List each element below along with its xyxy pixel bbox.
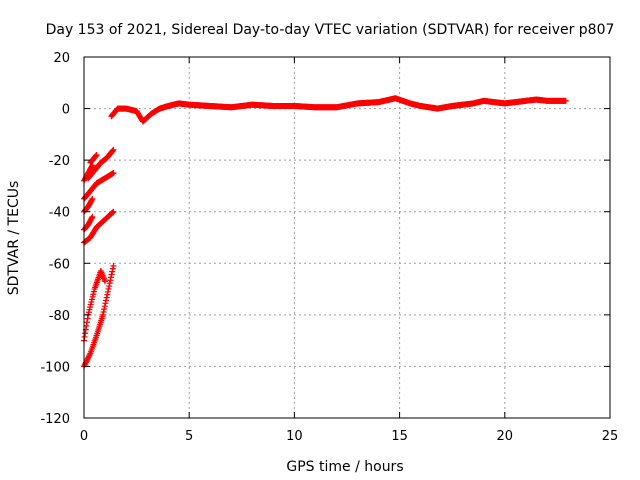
data-point — [104, 288, 111, 295]
y-tick-label: -120 — [40, 412, 70, 427]
grid — [84, 57, 610, 418]
ticks: 0 5 10 15 20 25 -120 -100 -80 -60 -40 -20 0 20 — [40, 51, 618, 444]
data-point — [110, 262, 117, 269]
y-tick-label: -100 — [40, 360, 70, 375]
y-tick-label: 0 — [62, 103, 70, 118]
data-point — [89, 213, 96, 220]
series-arc-3 — [81, 208, 117, 246]
x-tick-label: 10 — [286, 429, 303, 444]
data-point — [103, 297, 110, 304]
data-point — [86, 351, 93, 358]
data-point — [109, 268, 116, 275]
plot-frame — [83, 56, 611, 419]
data-point — [562, 97, 569, 104]
data-point — [108, 271, 115, 278]
x-tick-label: 0 — [80, 429, 88, 444]
y-tick-label: 20 — [53, 51, 70, 66]
data-point — [82, 330, 89, 337]
data-point — [89, 195, 96, 202]
y-axis-label: SDTVAR / TECUs — [6, 181, 22, 296]
data-layer — [81, 95, 569, 370]
data-point — [99, 311, 106, 318]
x-tick-label: 25 — [602, 429, 619, 444]
data-point — [105, 285, 112, 292]
data-point — [92, 152, 99, 159]
data-point — [102, 300, 109, 307]
data-point — [101, 306, 108, 313]
data-point — [104, 291, 111, 298]
x-axis-label: GPS time / hours — [286, 459, 403, 475]
y-tick-label: -40 — [49, 206, 70, 221]
data-point — [101, 303, 108, 310]
data-point — [110, 208, 117, 215]
series-arc-9 — [87, 151, 100, 166]
data-point — [88, 196, 95, 203]
data-point — [100, 308, 107, 315]
data-point — [109, 147, 116, 154]
data-point — [107, 277, 114, 284]
series-arc-4 — [81, 213, 96, 233]
data-point — [93, 151, 100, 158]
data-point — [84, 319, 91, 326]
series-arc-6 — [81, 170, 117, 202]
data-point — [84, 315, 91, 322]
data-point — [88, 163, 95, 170]
data-point — [107, 274, 114, 281]
y-tick-label: -60 — [49, 257, 70, 272]
data-point — [88, 214, 95, 221]
data-point — [110, 146, 117, 153]
data-point — [109, 265, 116, 272]
data-point — [110, 170, 117, 177]
y-tick-label: -20 — [49, 154, 70, 169]
series-arc-8 — [85, 146, 117, 182]
x-tick-label: 5 — [185, 429, 193, 444]
x-tick-label: 15 — [391, 429, 408, 444]
data-point — [81, 333, 88, 340]
data-point — [106, 283, 113, 290]
chart-title: Day 153 of 2021, Sidereal Day-to-day VTE… — [46, 22, 615, 38]
series-main-trace — [108, 95, 569, 125]
series-arc-5 — [81, 195, 96, 215]
x-tick-label: 20 — [497, 429, 514, 444]
data-point — [106, 280, 113, 287]
data-point — [102, 278, 109, 285]
data-point — [103, 294, 110, 301]
y-tick-label: -80 — [49, 309, 70, 324]
